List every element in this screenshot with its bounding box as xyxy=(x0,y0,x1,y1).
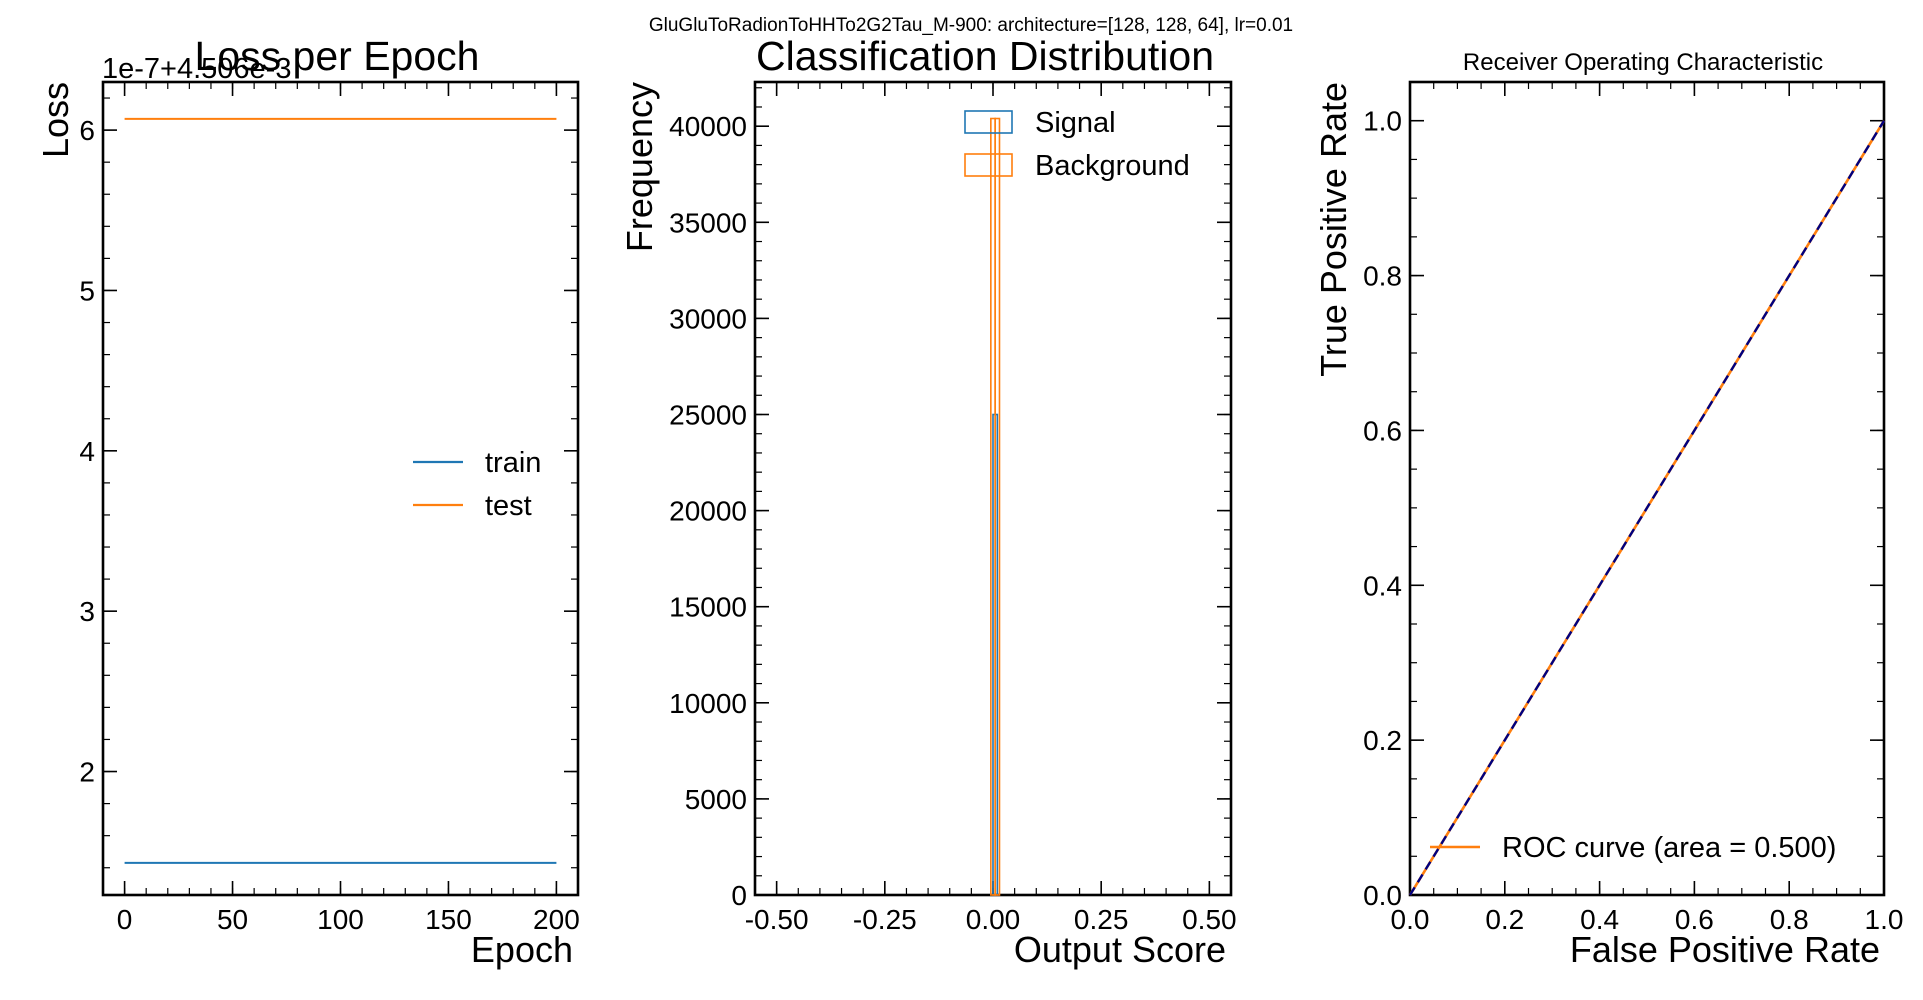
x-tick-label: 0.2 xyxy=(1485,904,1524,935)
y-tick-label: 2 xyxy=(79,757,95,788)
loss-series xyxy=(124,117,557,864)
y-tick-label: 0.2 xyxy=(1363,725,1402,756)
roc-legend: ROC curve (area = 0.500) xyxy=(1430,832,1836,864)
loss-ylabel: Loss xyxy=(35,82,76,158)
plot-frame xyxy=(101,80,580,897)
figure-suptitle: GluGluToRadionToHHTo2G2Tau_M-900: archit… xyxy=(649,15,1293,36)
legend-background-label: Background xyxy=(1035,150,1190,182)
y-tick-label: 5000 xyxy=(685,784,747,815)
legend-background-swatch xyxy=(964,153,1013,177)
x-tick-label: 0 xyxy=(117,904,133,935)
y-tick-label: 0.0 xyxy=(1363,880,1402,911)
y-tick-label: 0 xyxy=(731,880,747,911)
x-tick-label: 0.4 xyxy=(1580,904,1619,935)
legend-signal-swatch xyxy=(964,110,1013,134)
roc-panel: Receiver Operating Characteristic 0.0 0.2… xyxy=(1313,49,1903,970)
roc-title: Receiver Operating Characteristic xyxy=(1463,49,1823,76)
x-tick-label: 0.50 xyxy=(1182,904,1237,935)
dist-title: Classification Distribution xyxy=(756,33,1214,79)
x-tick-label: 0.8 xyxy=(1770,904,1809,935)
legend-roc-label: ROC curve (area = 0.500) xyxy=(1502,832,1836,864)
x-tick-label: 50 xyxy=(217,904,248,935)
y-tick-label: 6 xyxy=(79,115,95,146)
chance-diagonal xyxy=(1408,120,1886,896)
y-tick-label: 30000 xyxy=(669,303,747,334)
x-tick-label: 0.00 xyxy=(966,904,1021,935)
y-tick-label: 35000 xyxy=(669,207,747,238)
dist-series xyxy=(990,117,1001,896)
x-tick-label: -0.25 xyxy=(853,904,917,935)
y-tick-label: 15000 xyxy=(669,592,747,623)
roc-xlabel: False Positive Rate xyxy=(1570,929,1880,970)
x-tick-label: 150 xyxy=(425,904,472,935)
dist-xlabel: Output Score xyxy=(1014,929,1226,970)
x-tick-label: 100 xyxy=(317,904,364,935)
y-tick-label: 10000 xyxy=(669,688,747,719)
y-tick-label: 4 xyxy=(79,436,95,467)
plot-frame xyxy=(1408,80,1886,897)
dist-axes: -0.50 -0.25 0.00 0.25 0.50 0 5000 10000 15000 200… xyxy=(669,80,1237,935)
dist-ylabel: Frequency xyxy=(619,82,660,252)
y-tick-label: 3 xyxy=(79,596,95,627)
loss-title: Loss per Epoch xyxy=(195,33,480,79)
y-tick-label: 0.4 xyxy=(1363,570,1402,601)
x-tick-label: -0.50 xyxy=(745,904,809,935)
x-tick-label: 200 xyxy=(533,904,580,935)
y-tick-label: 20000 xyxy=(669,496,747,527)
legend-test-label: test xyxy=(485,490,532,522)
roc-series xyxy=(1408,120,1886,896)
y-tick-label: 40000 xyxy=(669,111,747,142)
x-tick-label: 1.0 xyxy=(1865,904,1904,935)
loss-offset-text: 1e-7+4.506e-3 xyxy=(102,53,291,85)
hist-bin-background xyxy=(994,117,1001,896)
roc-axes: 0.0 0.2 0.4 0.6 0.8 1.0 0.0 0.2 0.4 0.6 0.8 1.0 xyxy=(1363,80,1904,935)
dist-legend: Signal Background xyxy=(964,107,1190,182)
loss-panel: Loss per Epoch 1e-7+4.506e-3 0 50 100 150 20… xyxy=(35,33,580,970)
y-tick-label: 5 xyxy=(79,275,95,306)
x-tick-label: 0.6 xyxy=(1675,904,1714,935)
x-tick-label: 0.25 xyxy=(1074,904,1129,935)
legend-train-label: train xyxy=(485,447,541,479)
x-tick-label: 0.0 xyxy=(1391,904,1430,935)
y-tick-label: 1.0 xyxy=(1363,106,1402,137)
y-tick-label: 0.8 xyxy=(1363,261,1402,292)
y-tick-label: 0.6 xyxy=(1363,415,1402,446)
loss-legend: train test xyxy=(413,447,541,522)
legend-signal-label: Signal xyxy=(1035,107,1116,139)
y-tick-label: 25000 xyxy=(669,400,747,431)
loss-axes: 0 50 100 150 200 2 3 4 5 6 xyxy=(79,80,580,935)
distribution-panel: Classification Distribution -0.50 -0.25 0.… xyxy=(619,33,1237,970)
loss-xlabel: Epoch xyxy=(471,929,573,970)
roc-ylabel: True Positive Rate xyxy=(1313,82,1354,377)
